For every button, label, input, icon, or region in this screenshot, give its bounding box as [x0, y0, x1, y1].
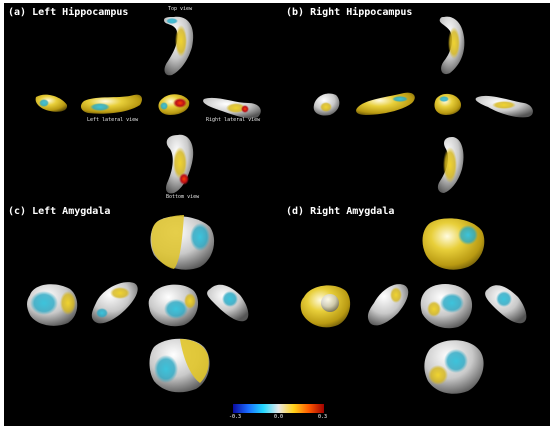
left-hippocampus-right-lateral-view	[203, 97, 261, 119]
left-hippocampus-left-view-1	[35, 94, 68, 112]
left-amygdala-top-view	[150, 215, 215, 270]
right-amygdala-left-view	[300, 285, 351, 328]
panel-a-title: (a) Left Hippocampus	[8, 7, 129, 18]
left-hippocampus-top-view	[164, 16, 194, 76]
panel-b-title: (b) Right Hippocampus	[286, 7, 413, 18]
right-hippocampus-medial-view	[434, 93, 462, 115]
colorbar-tick-min: -0.3	[229, 414, 242, 420]
right-amygdala-right-lateral-view	[485, 285, 527, 324]
left-hippocampus-bottom-view	[166, 134, 194, 194]
bottom-view-label: Bottom view	[166, 194, 200, 200]
panel-d-title: (d) Right Amygdala	[286, 206, 395, 217]
right-hippocampus-right-lateral-view	[475, 95, 533, 118]
left-amygdala-bottom-view	[149, 338, 210, 393]
left-hippocampus-medial-view	[158, 94, 190, 115]
left-lateral-view-label: Left lateral view	[87, 117, 139, 123]
colorbar-tick-mid: 0.0	[274, 414, 284, 420]
colorbar	[233, 404, 324, 413]
left-amygdala-left-view	[27, 284, 78, 326]
right-hippocampus-bottom-view	[437, 137, 464, 193]
right-amygdala-lateral-view	[367, 284, 409, 326]
right-hippocampus-left-view-1	[313, 93, 340, 116]
right-lateral-view-label: Right lateral view	[206, 117, 261, 123]
left-amygdala-lateral-view	[91, 282, 138, 324]
right-amygdala-medial-view	[420, 284, 473, 329]
figure-panel: (a) Left Hippocampus (b) Right Hippocamp…	[4, 3, 550, 426]
surface-renderings	[27, 16, 533, 394]
right-hippocampus-top-view	[439, 16, 465, 75]
panel-c-title: (c) Left Amygdala	[8, 206, 111, 217]
right-amygdala-bottom-view	[424, 340, 484, 394]
right-hippocampus-lateral-view	[356, 92, 415, 115]
left-amygdala-medial-view	[148, 284, 199, 327]
left-hippocampus-left-lateral-view	[80, 94, 142, 114]
top-view-label: Top view	[168, 6, 193, 12]
left-amygdala-right-lateral-view	[207, 284, 249, 322]
right-amygdala-top-view	[422, 218, 485, 270]
colorbar-tick-max: 0.3	[318, 414, 328, 420]
